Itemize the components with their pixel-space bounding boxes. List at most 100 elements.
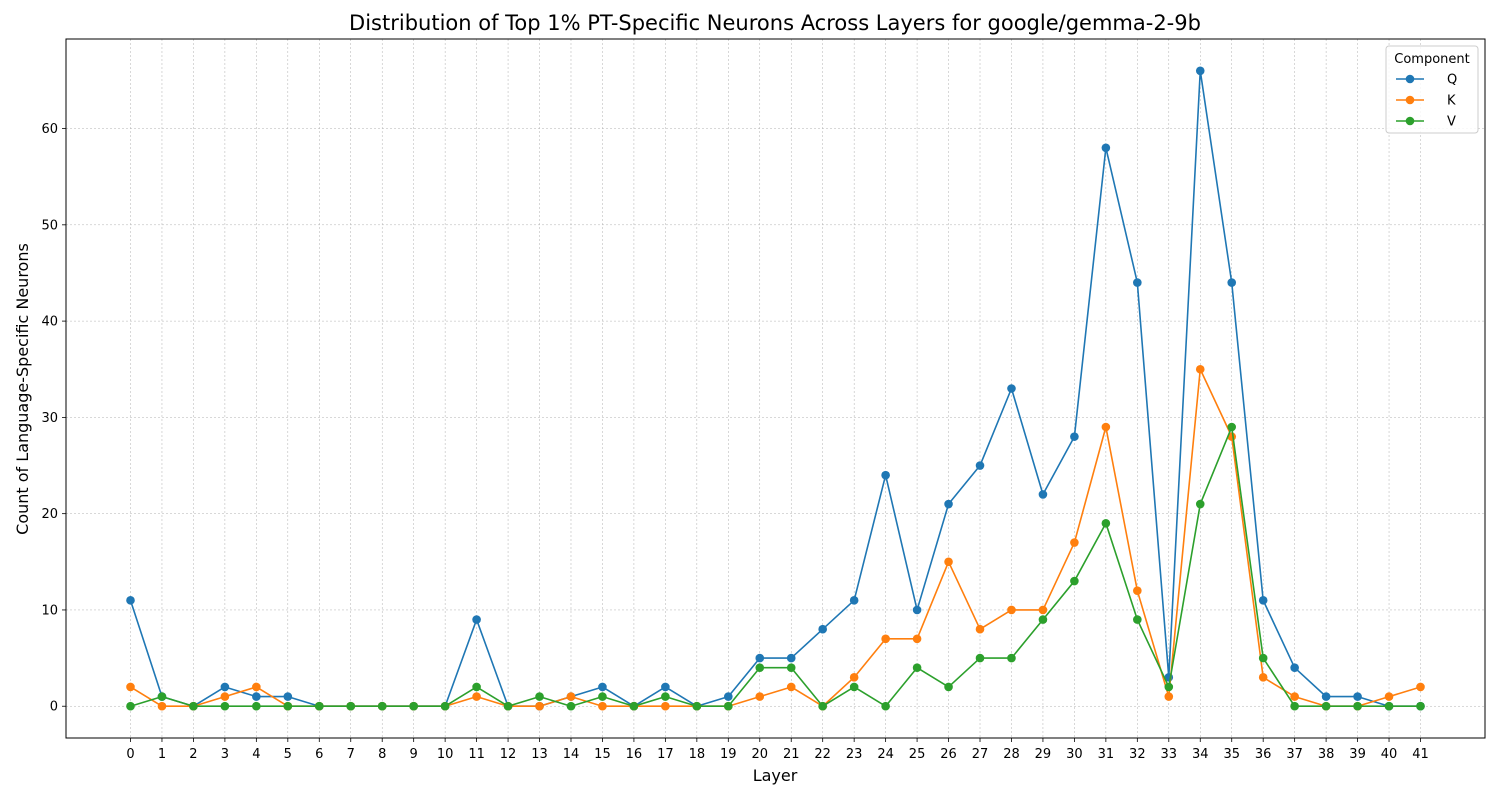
x-tick-label: 16: [626, 747, 643, 762]
series-v-point: [377, 701, 387, 711]
series-q-point: [283, 692, 293, 701]
x-tick-label: 32: [1129, 747, 1146, 762]
series-v-line: [130, 426, 1421, 708]
series-k-point: [1290, 692, 1299, 701]
legend-box: [1385, 45, 1479, 134]
series-q-point: [1195, 66, 1205, 76]
series-v-point: [786, 663, 796, 673]
x-tick-label: 33: [1161, 747, 1178, 762]
x-tick-label: 22: [814, 747, 831, 762]
series-k-point: [975, 624, 985, 634]
y-tick-label: 20: [41, 507, 58, 522]
y-tick-label: 0: [50, 700, 58, 715]
x-tick-label: 10: [437, 747, 454, 762]
series-q-point: [598, 682, 607, 692]
series-v-point: [975, 653, 985, 663]
x-tick-label: 23: [846, 747, 863, 762]
x-tick-label: 19: [720, 747, 737, 762]
series-q-point: [944, 499, 953, 509]
x-tick-label: 25: [909, 747, 926, 762]
x-tick-label: 0: [126, 747, 134, 762]
series-v-point: [440, 701, 450, 711]
plot-frame: [65, 38, 1486, 739]
series-v-point: [849, 682, 859, 692]
series-v-point: [724, 701, 733, 711]
x-tick-label: 1: [158, 747, 166, 762]
series-v-point: [126, 701, 135, 711]
legend-label-v: V: [1447, 115, 1456, 130]
x-tick-label: 27: [972, 747, 989, 762]
x-tick-label: 6: [315, 747, 323, 762]
series-q-point: [472, 615, 481, 624]
x-tick-label: 17: [657, 747, 674, 762]
series-v-point: [1227, 422, 1237, 432]
x-tick-label: 36: [1255, 747, 1272, 762]
series-q-point: [912, 605, 922, 615]
series-v-point: [1195, 499, 1205, 509]
series-v-point: [692, 701, 702, 711]
series-q-point: [724, 692, 733, 701]
series-q-point: [1353, 692, 1362, 701]
series-v-point: [252, 701, 261, 711]
series-v-point: [661, 692, 670, 701]
series-k-point: [1007, 605, 1016, 615]
series-q-point: [975, 461, 985, 470]
x-axis-ticks: 0 1 2 3 4 5 6 7 8 9 10 11 12 13 14 15 16 17 18 19 20 21 22 23 24…: [126, 738, 1429, 762]
series-k-line: [130, 368, 1421, 708]
series-q-point: [1007, 384, 1016, 393]
legend-marker-q: [1405, 74, 1415, 84]
x-tick-label: 34: [1192, 747, 1209, 762]
x-axis-label: Layer: [753, 766, 798, 785]
legend: Component QKV: [1385, 45, 1479, 134]
series-v-point: [346, 701, 356, 711]
x-tick-label: 15: [594, 747, 611, 762]
series-v-point: [1164, 682, 1174, 692]
x-tick-label: 37: [1286, 747, 1303, 762]
x-tick-label: 9: [410, 747, 418, 762]
series-v-point: [1133, 615, 1142, 624]
series-v-point: [818, 701, 827, 711]
y-tick-label: 60: [41, 122, 58, 137]
x-tick-label: 26: [940, 747, 957, 762]
series-q-point: [1258, 596, 1268, 605]
x-tick-label: 7: [347, 747, 355, 762]
series-v-point: [1384, 701, 1394, 711]
legend-label-q: Q: [1447, 73, 1457, 88]
series-v-point: [881, 701, 890, 711]
series-q-point: [1070, 432, 1079, 441]
y-axis-ticks: 0 10 20 30 40 50 60: [41, 122, 66, 715]
x-tick-label: 28: [1003, 747, 1020, 762]
series-k-point: [944, 557, 953, 567]
series-q-point: [1101, 143, 1111, 153]
series-q-point: [126, 596, 135, 605]
series-v-point: [1290, 701, 1299, 711]
series-q-point: [220, 682, 230, 692]
x-tick-label: 35: [1223, 747, 1240, 762]
y-tick-label: 30: [41, 411, 58, 426]
series-group: [126, 66, 1425, 711]
x-tick-label: 31: [1098, 747, 1115, 762]
x-tick-label: 30: [1066, 747, 1083, 762]
x-tick-label: 38: [1318, 747, 1335, 762]
series-q: [126, 66, 1425, 711]
series-v-point: [472, 682, 481, 692]
series-k-point: [252, 682, 261, 692]
series-v-point: [314, 701, 324, 711]
legend-marker-k: [1405, 95, 1415, 105]
series-v-point: [1321, 701, 1331, 711]
series-v-point: [1258, 653, 1268, 663]
series-q-line: [129, 69, 1421, 708]
y-tick-label: 10: [41, 603, 58, 618]
series-k-point: [1195, 364, 1205, 374]
series-k-point: [598, 701, 607, 711]
x-tick-label: 12: [500, 747, 517, 762]
series-q-point: [1290, 663, 1299, 673]
series-v-point: [1416, 701, 1425, 711]
series-v-point: [598, 692, 607, 701]
series-v-point: [566, 701, 576, 711]
series-k-point: [220, 692, 230, 701]
x-tick-label: 21: [783, 747, 800, 762]
series-q-point: [1133, 278, 1142, 287]
series-v-point: [409, 701, 418, 711]
